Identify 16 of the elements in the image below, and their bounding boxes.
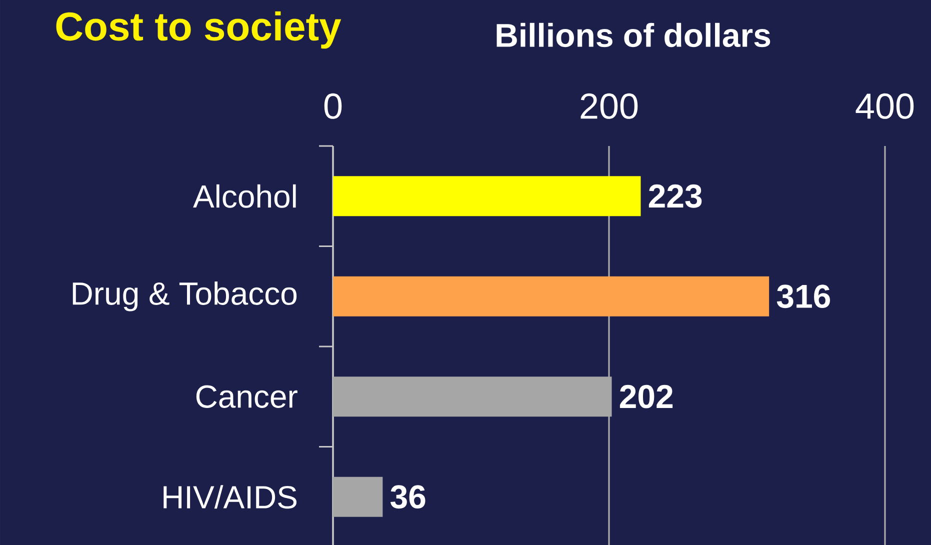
data-label: 202 [620,384,673,408]
y-tick-label: Drug & Tobacco [72,281,297,312]
y-tick-label: Alcohol [193,184,296,208]
y-tick-label: Cancer [196,385,298,408]
bar [333,176,641,216]
y-tick-label: HIV/AIDS [164,485,296,509]
x-tick-label: 200 [580,93,638,119]
bar [333,476,383,517]
data-label: 36 [390,485,426,509]
data-label: 223 [648,184,702,208]
x-tick-label: 400 [856,93,914,119]
chart-title: Cost to society [56,11,342,49]
x-tick-label: 0 [324,93,342,119]
data-label: 316 [776,284,830,308]
x-axis-title: Billions of dollars [496,22,770,48]
bar [333,276,770,316]
